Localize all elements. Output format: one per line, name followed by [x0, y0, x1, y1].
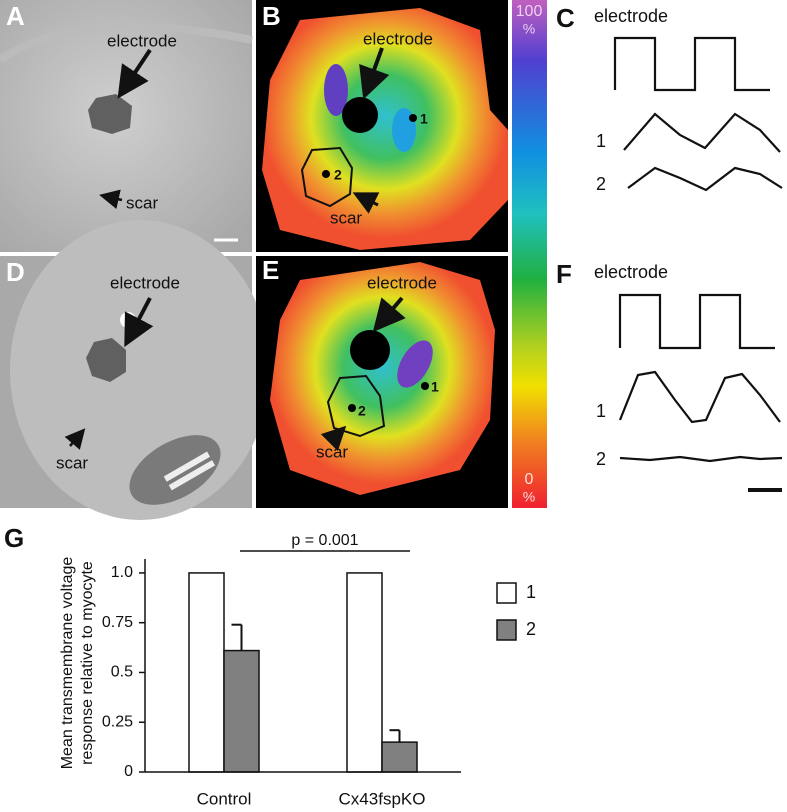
- panel-d: D electrode scar: [0, 220, 270, 520]
- trace-label: electrode: [594, 262, 668, 282]
- annotation: electrode: [110, 273, 180, 292]
- point-label: 1: [431, 379, 439, 395]
- legend-label: 2: [526, 619, 536, 639]
- trace-label: electrode: [594, 6, 668, 26]
- panel-c: C electrode 1 2: [556, 3, 783, 194]
- annotation: scar: [330, 208, 362, 227]
- panel-label: A: [6, 1, 25, 31]
- y-tick-label: 0.5: [111, 664, 133, 681]
- y-tick-label: 0: [124, 763, 133, 780]
- panel-label: E: [262, 255, 279, 285]
- legend-swatch: [496, 619, 517, 641]
- panel-e: E electrode scar 1 2: [256, 255, 508, 508]
- bar: [381, 741, 418, 773]
- annotation: electrode: [363, 29, 433, 48]
- annotation: electrode: [107, 31, 177, 50]
- annotation: scar: [56, 453, 88, 472]
- trace-label: 1: [596, 401, 606, 421]
- panel-label: B: [262, 1, 281, 31]
- annotation: scar: [126, 193, 158, 212]
- bar: [223, 649, 260, 773]
- bar: [346, 572, 383, 773]
- annotation: p = 0.001: [291, 532, 358, 549]
- panel-a: A electrode scar: [0, 0, 253, 252]
- legend-swatch: [496, 582, 517, 604]
- colorbar-label: 100: [516, 3, 543, 20]
- colorbar-label: %: [523, 21, 535, 37]
- panel-label: D: [6, 257, 25, 287]
- trace-label: 1: [596, 131, 606, 151]
- panel-b: B electrode scar 1 2: [256, 0, 508, 252]
- colorbar-label: %: [523, 489, 535, 505]
- colorbar-label: 0: [525, 471, 534, 488]
- point-label: 2: [358, 403, 366, 419]
- point-label: 2: [334, 167, 342, 183]
- panel-label: C: [556, 3, 575, 33]
- y-tick-label: 1.0: [111, 564, 133, 581]
- x-tick-label: Cx43fspKO: [339, 789, 426, 808]
- trace-label: 2: [596, 449, 606, 469]
- panel-label: G: [4, 523, 24, 553]
- x-tick-label: Control: [197, 789, 252, 808]
- bar-chart: G p = 0.001 Mean transmembrane voltage r…: [4, 523, 410, 769]
- legend-label: 1: [526, 582, 536, 602]
- panel-f: F electrode 1 2: [556, 259, 783, 492]
- y-tick-label: 0.75: [102, 614, 133, 631]
- point-label: 1: [420, 111, 428, 127]
- annotation: electrode: [367, 273, 437, 292]
- bar: [188, 572, 225, 773]
- colorbar: 100 % 0 %: [512, 0, 547, 508]
- y-axis-label: Mean transmembrane voltage: [59, 557, 76, 770]
- annotation: scar: [316, 442, 348, 461]
- panel-label: F: [556, 259, 572, 289]
- y-axis-label: response relative to myocyte: [79, 561, 96, 765]
- y-tick-label: 0.25: [102, 713, 133, 730]
- trace-label: 2: [596, 174, 606, 194]
